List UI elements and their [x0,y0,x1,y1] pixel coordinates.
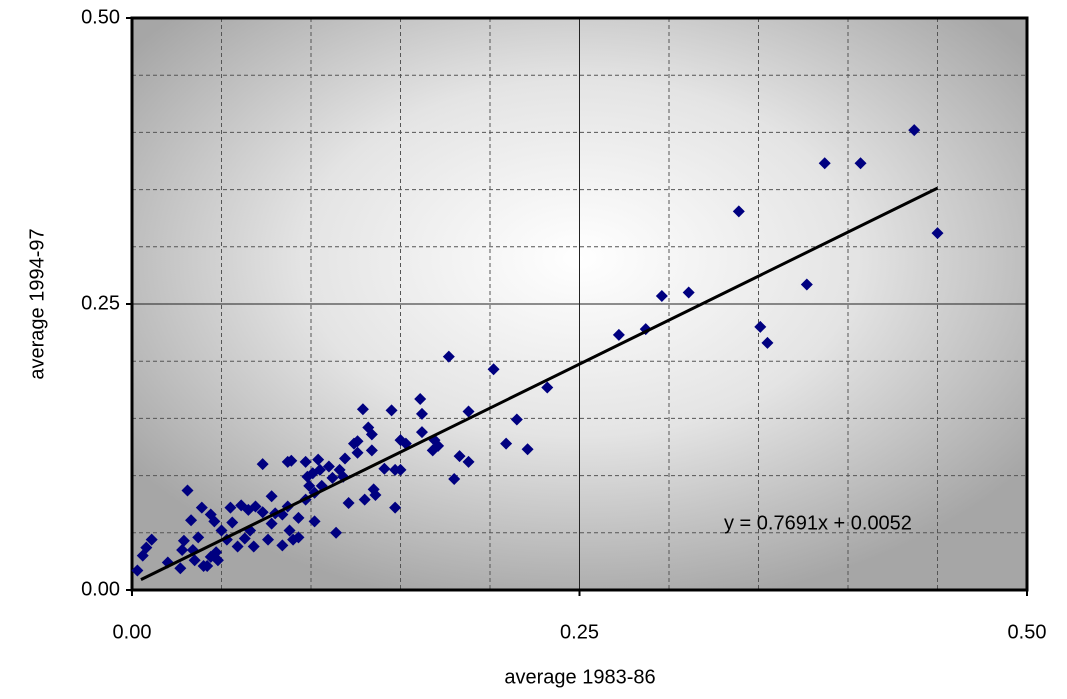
scatter-point [330,526,343,539]
scatter-point [426,444,439,457]
scatter-point [301,470,314,483]
scatter-point [299,455,312,468]
scatter-point [414,392,427,405]
scatter-point [453,450,466,463]
scatter-point [378,462,391,475]
scatter-point [247,540,260,553]
scatter-point [818,157,831,170]
scatter-point [312,453,325,466]
scatter-point [131,564,144,577]
scatter-point [204,508,217,521]
trendline [140,186,939,581]
scatter-point [385,404,398,417]
scatter-point [732,205,745,218]
scatter-point [415,426,428,439]
scatter-point [487,363,500,376]
y-tick-label: 0.00 [81,578,120,600]
scatter-point [800,278,813,291]
scatter-point [655,289,668,302]
scatter-point [854,157,867,170]
scatter-point [136,549,149,562]
scatter-point [174,562,187,575]
scatter-point [176,543,189,556]
scatter-point [211,554,224,567]
scatter-point [908,124,921,137]
scatter-point [500,437,513,450]
scatter-point [256,458,269,471]
scatter-point [510,413,523,426]
scatter-point [201,559,214,572]
scatter-point [265,490,278,503]
scatter-point [521,443,534,456]
y-tick-label: 0.50 [81,6,120,28]
scatter-point [215,524,228,537]
scatter-point [356,403,369,416]
scatter-point [931,227,944,240]
scatter-point [231,540,244,553]
scatter-point [339,452,352,465]
scatter-point [394,463,407,476]
scatter-point [265,517,278,530]
scatter-point [303,479,316,492]
scatter-point [754,320,767,333]
scatter-point [242,503,255,516]
x-tick-label: 0.50 [1008,621,1047,643]
scatter-point [365,444,378,457]
scatter-point [342,497,355,510]
scatter-point [281,455,294,468]
scatter-point [195,501,208,514]
scatter-point [256,506,269,519]
scatter-point [238,532,251,545]
scatter-point [351,446,364,459]
scatter-point [351,435,364,448]
scatter-point [448,473,461,486]
scatter-point [326,471,339,484]
scatter-point [365,428,378,441]
scatter-point [262,533,275,546]
scatter-point [185,514,198,527]
scatter-point [682,286,695,299]
y-axis-label: average 1994-97 [26,228,48,379]
scatter-point [276,539,289,552]
x-tick-label: 0.25 [560,621,599,643]
scatter-point [181,484,194,497]
scatter-point [462,455,475,468]
x-tick-label: 0.00 [113,621,152,643]
trendline-equation: y = 0.7691x + 0.0052 [724,512,912,534]
scatter-point [287,533,300,546]
scatter-point [308,515,321,528]
scatter-point [145,533,158,546]
scatter-point [322,460,335,473]
scatter-point [389,501,402,514]
x-axis-label: average 1983-86 [504,666,655,688]
scatter-point [541,381,554,394]
scatter-point [188,554,201,567]
scatter-point [226,516,239,529]
scatter-point [192,531,205,544]
scatter-point [177,534,190,547]
plot-border [130,16,1029,592]
scatter-point [358,493,371,506]
scatter-point [224,501,237,514]
scatter-point [415,407,428,420]
scatter-point [210,546,223,559]
scatter-point [462,405,475,418]
y-tick-label: 0.25 [81,292,120,314]
scatter-point [369,489,382,502]
scatter-point [761,336,774,349]
scatter-point [292,511,305,524]
scatter-point [283,524,296,537]
scatter-point [442,350,455,363]
scatter-point [612,328,625,341]
